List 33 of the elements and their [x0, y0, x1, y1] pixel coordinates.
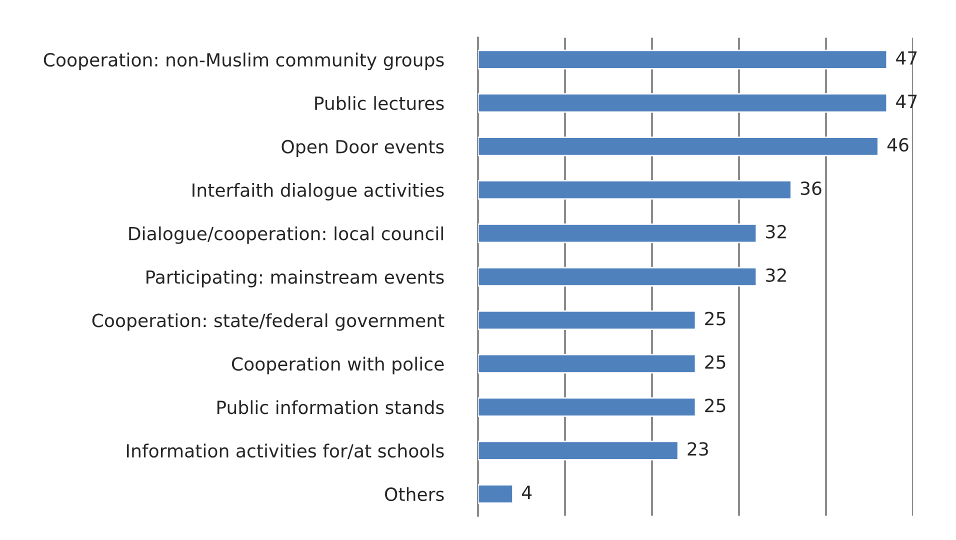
data-label: 4: [522, 486, 532, 499]
bar: [478, 266, 758, 287]
bar: [478, 136, 879, 156]
bar: [478, 93, 888, 113]
y-tick-label: Dialogue/cooperation: local council: [129, 226, 443, 244]
y-tick-label: Public lectures: [315, 96, 444, 110]
data-label: 46: [887, 138, 908, 152]
bar: [478, 310, 696, 330]
bar: [478, 440, 679, 460]
data-label: 23: [688, 442, 708, 456]
bar: [478, 223, 758, 244]
data-label: 25: [705, 312, 726, 326]
data-label: 25: [705, 355, 726, 369]
data-label: 32: [766, 268, 786, 282]
y-tick-label: Public information stands: [217, 400, 444, 414]
data-label: 47: [896, 51, 917, 65]
data-label: 36: [800, 181, 822, 196]
bar: [478, 354, 696, 374]
bar: [478, 397, 696, 417]
y-tick-label: Open Door events: [282, 140, 444, 158]
y-tick-label: Participating: mainstream events: [146, 270, 444, 288]
y-tick-label: Cooperation: state/federal government: [92, 313, 444, 331]
y-tick-label: Cooperation: non-Muslim community groups: [44, 52, 444, 70]
y-tick-label: Others: [385, 487, 444, 502]
data-label: 47: [896, 94, 917, 108]
bar: [478, 484, 514, 504]
data-label: 25: [705, 398, 726, 412]
data-label: 32: [766, 224, 786, 239]
bar: [478, 50, 888, 70]
bar: [478, 180, 792, 200]
y-tick-label: Cooperation with police: [232, 356, 444, 374]
y-tick-label: Information activities for/at schools: [126, 444, 444, 460]
y-tick-label: Interfaith dialogue activities: [192, 183, 444, 200]
